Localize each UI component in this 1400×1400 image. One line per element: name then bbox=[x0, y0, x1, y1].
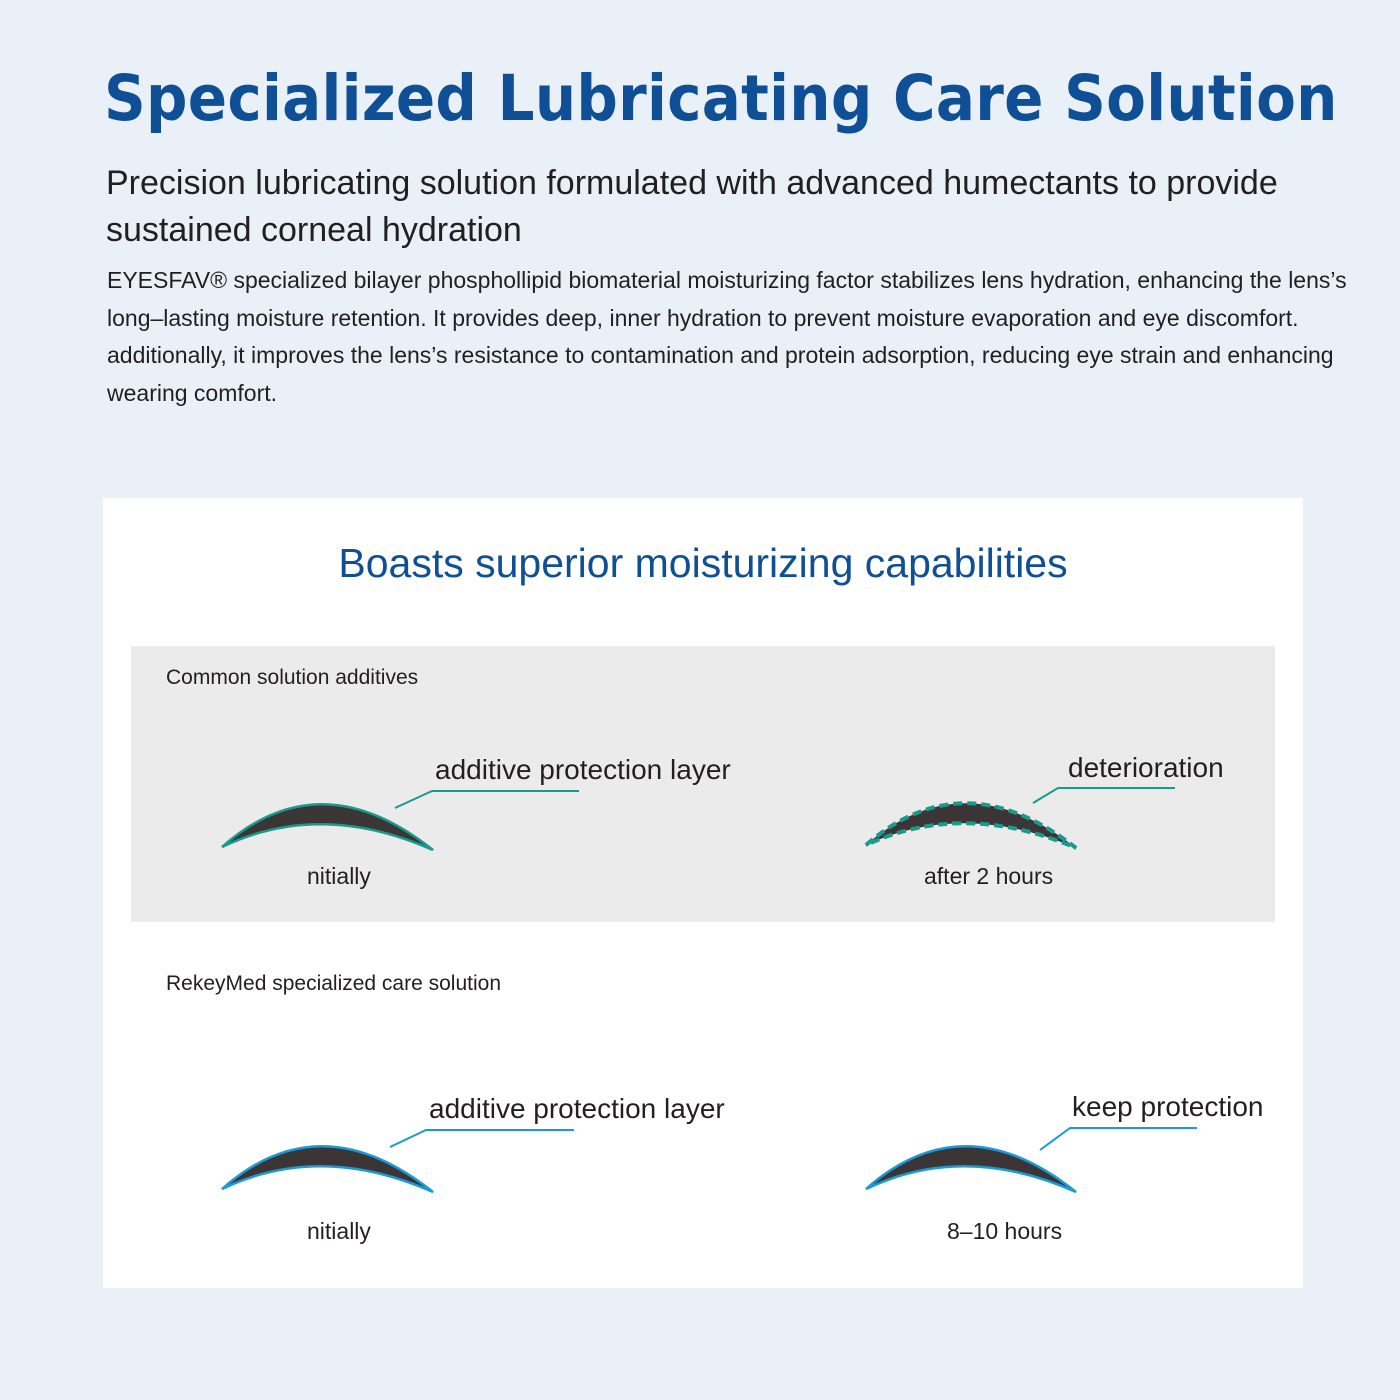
common-heading: Common solution additives bbox=[166, 666, 419, 689]
rekeymed-heading: RekeyMed specialized care solution bbox=[166, 972, 502, 995]
common-solution-panel bbox=[131, 646, 1275, 922]
lens-rekeymed-8-10h bbox=[865, 1127, 1197, 1194]
label-deterioration: deterioration bbox=[1068, 752, 1224, 783]
comparison-title: Boasts superior moisturizing capabilitie… bbox=[338, 540, 1068, 586]
description: EYESFAV® specialized bilayer phosphollip… bbox=[107, 267, 1347, 406]
caption-8-10-hours: 8–10 hours bbox=[947, 1218, 1063, 1244]
label-additive-layer: additive protection layer bbox=[429, 1093, 725, 1124]
page-title: Specialized Lubricating Care Solution bbox=[104, 62, 1338, 135]
lens-common-initial bbox=[221, 790, 579, 852]
lens-rekeymed-initial bbox=[221, 1129, 574, 1194]
caption-initially: nitially bbox=[307, 1218, 371, 1244]
subtitle: Precision lubricating solution formulate… bbox=[106, 164, 1278, 249]
label-keep-protection: keep protection bbox=[1072, 1091, 1264, 1122]
caption-initially: nitially bbox=[307, 863, 371, 889]
label-additive-layer: additive protection layer bbox=[435, 754, 731, 785]
caption-after-2-hours: after 2 hours bbox=[924, 863, 1054, 889]
lens-common-2h bbox=[864, 787, 1175, 850]
